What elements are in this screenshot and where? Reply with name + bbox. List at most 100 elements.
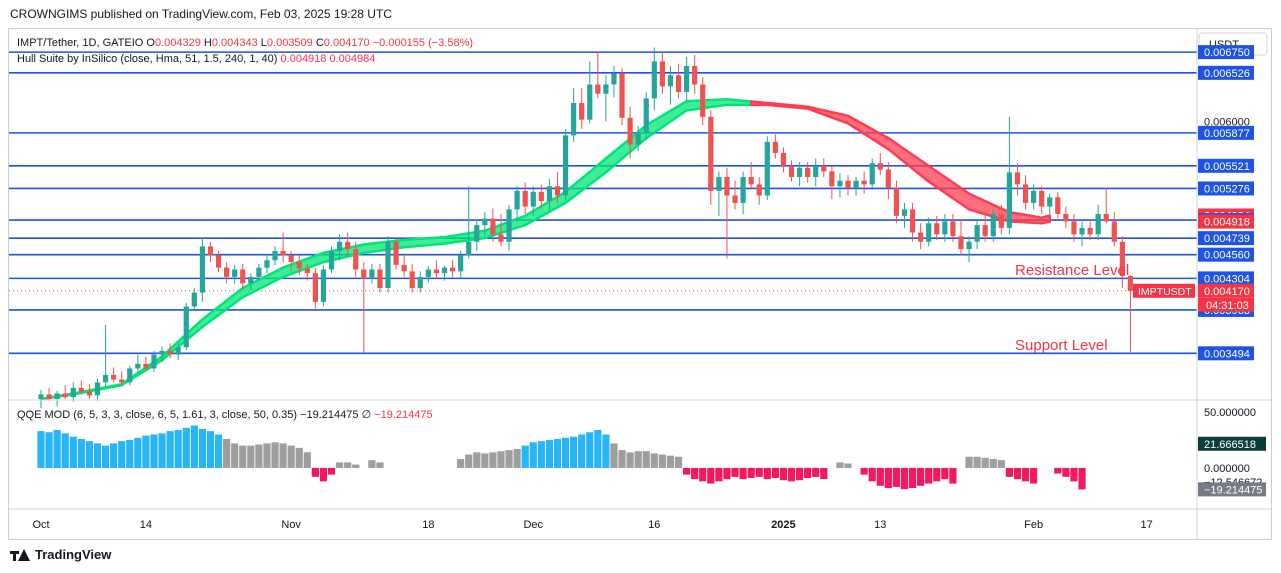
chart-container[interactable]: USDT 0.006750 0.006526 0.006000 0.005877 0.00… — [8, 28, 1272, 540]
candle[interactable] — [788, 160, 795, 182]
candle[interactable] — [877, 152, 883, 176]
candle[interactable] — [232, 264, 238, 285]
candle[interactable] — [409, 263, 415, 293]
candle[interactable] — [433, 260, 440, 279]
candle[interactable] — [441, 265, 448, 281]
candle[interactable] — [345, 232, 351, 256]
candle[interactable] — [538, 184, 544, 209]
candle[interactable] — [417, 271, 423, 293]
candle[interactable] — [328, 246, 335, 274]
candle[interactable] — [958, 219, 964, 256]
candle[interactable] — [595, 52, 601, 99]
candle[interactable] — [934, 215, 940, 240]
candle[interactable] — [506, 204, 512, 251]
candle[interactable] — [199, 237, 205, 302]
chart-svg[interactable]: USDT0.0067500.0065260.0060000.0058770.00… — [9, 29, 1271, 539]
candle[interactable] — [869, 158, 875, 190]
candle[interactable] — [135, 354, 141, 374]
candle[interactable] — [893, 180, 900, 224]
candle[interactable] — [796, 162, 803, 187]
candle[interactable] — [498, 214, 504, 247]
candle[interactable] — [1006, 116, 1012, 235]
candle[interactable] — [1063, 206, 1069, 228]
candle[interactable] — [651, 47, 657, 111]
candle[interactable] — [1071, 214, 1077, 242]
candle[interactable] — [587, 61, 593, 124]
candle[interactable] — [950, 214, 956, 242]
candle[interactable] — [385, 236, 391, 293]
candle[interactable] — [86, 384, 93, 399]
candle[interactable] — [248, 273, 254, 290]
candle[interactable] — [458, 251, 464, 279]
candle[interactable] — [1039, 186, 1045, 214]
candle[interactable] — [772, 134, 778, 159]
candle[interactable] — [474, 219, 480, 251]
candle[interactable] — [482, 212, 488, 237]
candle[interactable] — [643, 91, 649, 140]
candle[interactable] — [264, 254, 270, 274]
candle[interactable] — [1103, 188, 1109, 224]
candle[interactable] — [191, 288, 197, 312]
candle[interactable] — [619, 67, 625, 126]
candle[interactable] — [1022, 175, 1029, 210]
candle[interactable] — [336, 234, 343, 261]
candle[interactable] — [942, 214, 948, 242]
candle[interactable] — [490, 208, 496, 242]
candle[interactable] — [183, 302, 189, 350]
candle[interactable] — [401, 254, 407, 277]
candle[interactable] — [1119, 236, 1125, 288]
candle[interactable] — [724, 167, 730, 259]
candle[interactable] — [393, 238, 399, 270]
candle[interactable] — [853, 177, 859, 196]
candle[interactable] — [667, 66, 674, 105]
candle[interactable] — [748, 162, 754, 189]
candle[interactable] — [885, 162, 891, 200]
candle[interactable] — [207, 241, 214, 263]
legend-symbol-row[interactable]: IMPT/Tether, 1D, GATEIO O0.004329 H0.004… — [17, 37, 473, 49]
candle[interactable] — [974, 219, 980, 250]
candle[interactable] — [514, 186, 520, 222]
candle[interactable] — [635, 126, 641, 152]
candle[interactable] — [966, 236, 972, 263]
candle[interactable] — [256, 263, 262, 281]
candle[interactable] — [990, 208, 996, 242]
candle[interactable] — [1095, 204, 1101, 240]
candle[interactable] — [280, 232, 286, 263]
candle[interactable] — [425, 265, 431, 283]
candle[interactable] — [845, 175, 851, 196]
candle[interactable] — [684, 56, 690, 102]
candle[interactable] — [272, 246, 278, 266]
candle[interactable] — [998, 204, 1004, 235]
candle[interactable] — [38, 389, 44, 409]
candle[interactable] — [288, 251, 294, 272]
legend-hull-row[interactable]: Hull Suite by InSilico (close, Hma, 51, … — [17, 53, 375, 65]
candle[interactable] — [127, 365, 133, 386]
candle[interactable] — [732, 180, 738, 210]
candle[interactable] — [240, 263, 246, 290]
candle[interactable] — [982, 214, 988, 242]
candle[interactable] — [62, 385, 68, 399]
candle[interactable] — [627, 106, 633, 159]
candle[interactable] — [215, 251, 222, 273]
candle[interactable] — [466, 186, 472, 259]
candle[interactable] — [361, 262, 367, 353]
candle[interactable] — [675, 64, 682, 99]
candle[interactable] — [151, 350, 157, 373]
candle[interactable] — [1079, 221, 1085, 247]
candle[interactable] — [530, 186, 536, 216]
candle[interactable] — [175, 341, 181, 361]
candle[interactable] — [522, 182, 528, 214]
candle[interactable] — [571, 88, 577, 142]
candle[interactable] — [143, 356, 149, 372]
candle[interactable] — [320, 265, 327, 307]
tradingview-footer[interactable]: TradingView — [10, 547, 111, 562]
candle[interactable] — [369, 263, 375, 284]
candle[interactable] — [579, 88, 585, 129]
candle[interactable] — [546, 178, 553, 211]
candle[interactable] — [861, 171, 867, 194]
candle[interactable] — [918, 223, 924, 250]
candle[interactable] — [837, 173, 843, 198]
legend-qqe-row[interactable]: QQE MOD (6, 5, 3, 3, close, 6, 5, 1.61, … — [17, 409, 433, 421]
candle[interactable] — [901, 202, 908, 228]
candle[interactable] — [1127, 275, 1134, 352]
